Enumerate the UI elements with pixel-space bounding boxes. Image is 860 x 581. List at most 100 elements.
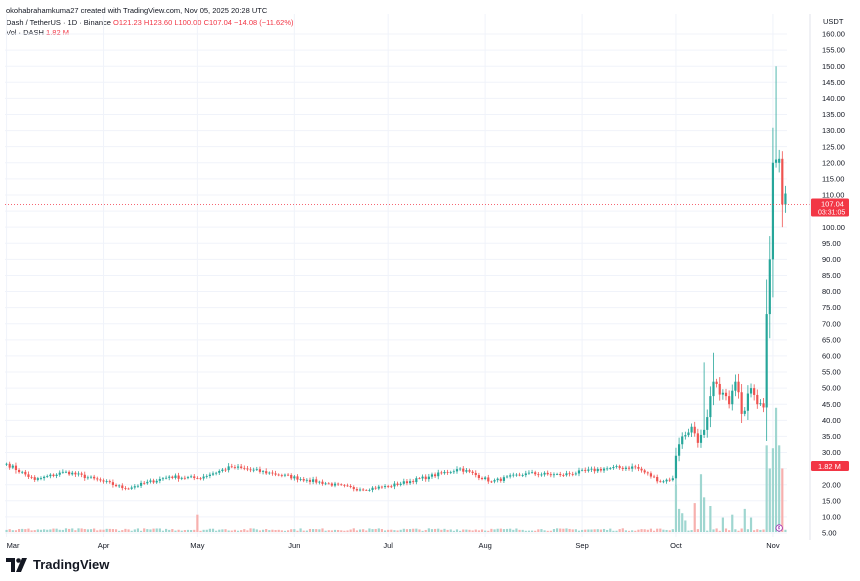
- price-tick-label: 85.00: [822, 271, 841, 280]
- candle: [8, 463, 11, 468]
- volume-bar: [712, 529, 715, 532]
- candle: [96, 478, 99, 480]
- candle: [559, 474, 562, 476]
- volume-bar: [61, 529, 64, 532]
- volume-bar: [602, 528, 606, 532]
- candle: [358, 489, 362, 491]
- candle: [421, 476, 424, 479]
- candle: [343, 484, 346, 486]
- volume-bar: [709, 506, 712, 532]
- volume-bar: [408, 529, 412, 532]
- time-tick-label: Aug: [478, 541, 491, 550]
- candle: [46, 476, 49, 477]
- candle: [58, 472, 61, 475]
- candle: [440, 472, 443, 474]
- price-tick-label: 130.00: [822, 126, 845, 135]
- tradingview-logo[interactable]: TradingView: [6, 557, 109, 572]
- candle: [202, 476, 205, 479]
- volume-bar: [490, 528, 493, 532]
- volume-bar: [324, 530, 327, 532]
- volume-bar: [515, 528, 518, 532]
- volume-bar: [462, 529, 465, 532]
- symbol-line[interactable]: Dash / TetherUS · 1D · Binance: [6, 18, 111, 27]
- candle: [677, 444, 681, 456]
- volume-bar: [186, 529, 190, 532]
- volume-bar: [674, 485, 678, 532]
- candle: [581, 469, 584, 471]
- candle: [393, 483, 396, 487]
- volume-bar: [427, 528, 430, 532]
- candle: [459, 468, 462, 470]
- candle: [659, 481, 662, 483]
- volume-bar: [286, 530, 290, 532]
- volume-bar: [265, 529, 268, 532]
- volume-bar: [599, 529, 602, 532]
- candle: [355, 489, 358, 491]
- volume-bar: [571, 529, 574, 532]
- volume-bar: [211, 528, 215, 532]
- candle: [762, 403, 765, 408]
- candle: [180, 477, 183, 479]
- volume-bar: [193, 529, 196, 532]
- last-price-badge: [811, 198, 849, 217]
- candle: [709, 396, 712, 418]
- volume-bars: [5, 407, 787, 532]
- candle: [205, 475, 208, 477]
- candle: [271, 472, 274, 474]
- volume-bar: [484, 530, 487, 532]
- volume-bar: [89, 529, 93, 532]
- candle: [327, 483, 330, 485]
- candle: [261, 471, 265, 472]
- volume-bar: [421, 530, 424, 532]
- candle: [86, 477, 89, 479]
- volume-bar: [455, 529, 459, 532]
- volume-bar: [280, 530, 283, 532]
- candle: [105, 481, 108, 482]
- volume-bar: [330, 530, 333, 532]
- volume-bar: [365, 530, 368, 532]
- ohlc-low: L100.00: [174, 18, 202, 27]
- candle: [337, 483, 340, 485]
- candle: [577, 470, 581, 474]
- volume-bar: [371, 529, 374, 532]
- candle: [277, 474, 280, 476]
- candle: [380, 486, 384, 488]
- candle: [80, 473, 83, 475]
- candle: [193, 476, 196, 479]
- volume-bar: [534, 530, 537, 532]
- candle: [618, 466, 621, 468]
- candle: [437, 472, 440, 477]
- volume-bar: [499, 528, 502, 532]
- candle: [502, 477, 506, 481]
- volume-badge: [811, 461, 849, 471]
- candle: [396, 483, 399, 485]
- price-tick-label: 125.00: [822, 142, 845, 151]
- volume-bar: [402, 528, 405, 532]
- volume-bar: [158, 528, 161, 532]
- volume-bar: [33, 530, 36, 532]
- volume-bar: [152, 528, 155, 532]
- volume-bar: [93, 528, 96, 532]
- volume-bar: [555, 528, 559, 532]
- volume-bar: [77, 528, 80, 532]
- candle: [43, 476, 46, 479]
- volume-label[interactable]: Vol · DASH: [6, 28, 44, 37]
- volume-bar: [202, 529, 205, 532]
- volume-bar: [208, 528, 211, 532]
- price-tick-label: 150.00: [822, 62, 845, 71]
- candle: [749, 388, 753, 394]
- volume-bar: [21, 528, 24, 532]
- volume-bar: [728, 530, 731, 532]
- volume-bar: [765, 445, 768, 532]
- candle: [127, 488, 130, 490]
- candle: [530, 472, 534, 474]
- candle: [124, 488, 127, 489]
- volume-bar: [58, 529, 61, 532]
- price-tick-label: 105.00: [822, 207, 845, 216]
- volume-bar: [68, 528, 71, 532]
- candle: [383, 486, 387, 488]
- volume-bar: [412, 528, 415, 532]
